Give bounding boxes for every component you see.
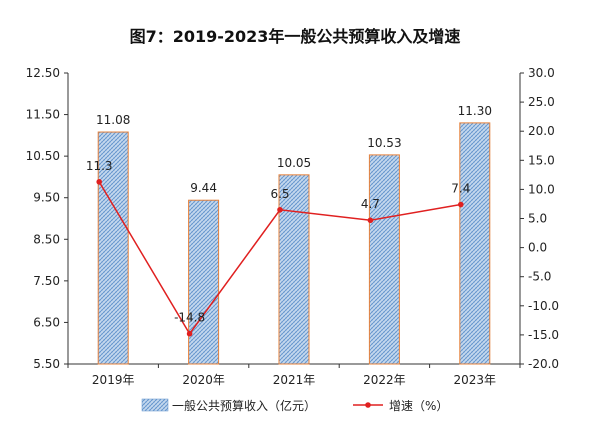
bar-value-label: 9.44	[190, 181, 217, 195]
right-tick-label: 30.0	[528, 66, 555, 80]
left-tick-label: 6.50	[33, 315, 60, 329]
axes: 5.50 6.50 7.50 8.50 9.50 10.50 11.50 12.50 -20.0…	[26, 66, 559, 387]
bar	[459, 122, 491, 365]
bar	[97, 131, 129, 365]
growth-value-label: 6.5	[270, 187, 289, 201]
legend-bar-swatch	[141, 398, 169, 412]
growth-value-label: -14.8	[174, 311, 205, 325]
chart-title: 图7：2019-2023年一般公共预算收入及增速	[130, 27, 461, 46]
x-tick-label: 2023年	[454, 373, 497, 387]
left-tick-label: 11.50	[26, 108, 60, 122]
right-tick-label: 10.0	[528, 182, 555, 196]
left-tick-label: 9.50	[33, 191, 60, 205]
growth-point	[367, 217, 374, 224]
line-labels: 11.3 -14.8 6.5 4.7 7.4	[86, 159, 471, 325]
growth-value-label: 11.3	[86, 159, 113, 173]
growth-point	[96, 179, 102, 185]
growth-point	[186, 330, 193, 337]
growth-value-label: 4.7	[361, 197, 380, 211]
bar-value-label: 10.05	[277, 156, 311, 170]
bar-value-label: 10.53	[367, 136, 401, 150]
bar-value-label: 11.08	[96, 113, 130, 127]
bar	[188, 199, 220, 365]
x-tick-label: 2019年	[92, 373, 135, 387]
right-tick-label: 15.0	[528, 153, 555, 167]
right-tick-label: -20.0	[528, 357, 559, 371]
left-tick-label: 10.50	[26, 149, 60, 163]
right-tick-label: -15.0	[528, 328, 559, 342]
legend-line-marker	[365, 402, 371, 408]
right-tick-label: 5.0	[528, 212, 547, 226]
left-tick-label: 7.50	[33, 274, 60, 288]
legend: 一般公共预算收入（亿元） 增速（%）	[141, 398, 448, 413]
line-series	[96, 179, 464, 337]
bars	[97, 122, 491, 365]
right-tick-label: 20.0	[528, 124, 555, 138]
bar	[368, 154, 400, 365]
bar-value-label: 11.30	[458, 104, 492, 118]
growth-value-label: 7.4	[451, 182, 470, 196]
legend-line-label: 增速（%）	[389, 399, 448, 413]
x-tick-label: 2020年	[182, 373, 225, 387]
legend-bar-label: 一般公共预算收入（亿元）	[172, 398, 316, 413]
right-tick-label: 25.0	[528, 95, 555, 109]
growth-point	[277, 206, 283, 213]
growth-point	[458, 201, 464, 208]
left-tick-label: 8.50	[33, 232, 60, 246]
bar	[278, 174, 310, 365]
left-tick-label: 12.50	[26, 66, 60, 80]
left-tick-label: 5.50	[33, 357, 60, 371]
x-tick-label: 2021年	[273, 373, 316, 387]
right-tick-label: -10.0	[528, 299, 559, 313]
right-tick-label: -5.0	[528, 270, 551, 284]
bar-labels: 11.08 9.44 10.05 10.53 11.30	[96, 104, 492, 195]
right-tick-label: 0.0	[528, 241, 547, 255]
x-tick-label: 2022年	[363, 373, 406, 387]
